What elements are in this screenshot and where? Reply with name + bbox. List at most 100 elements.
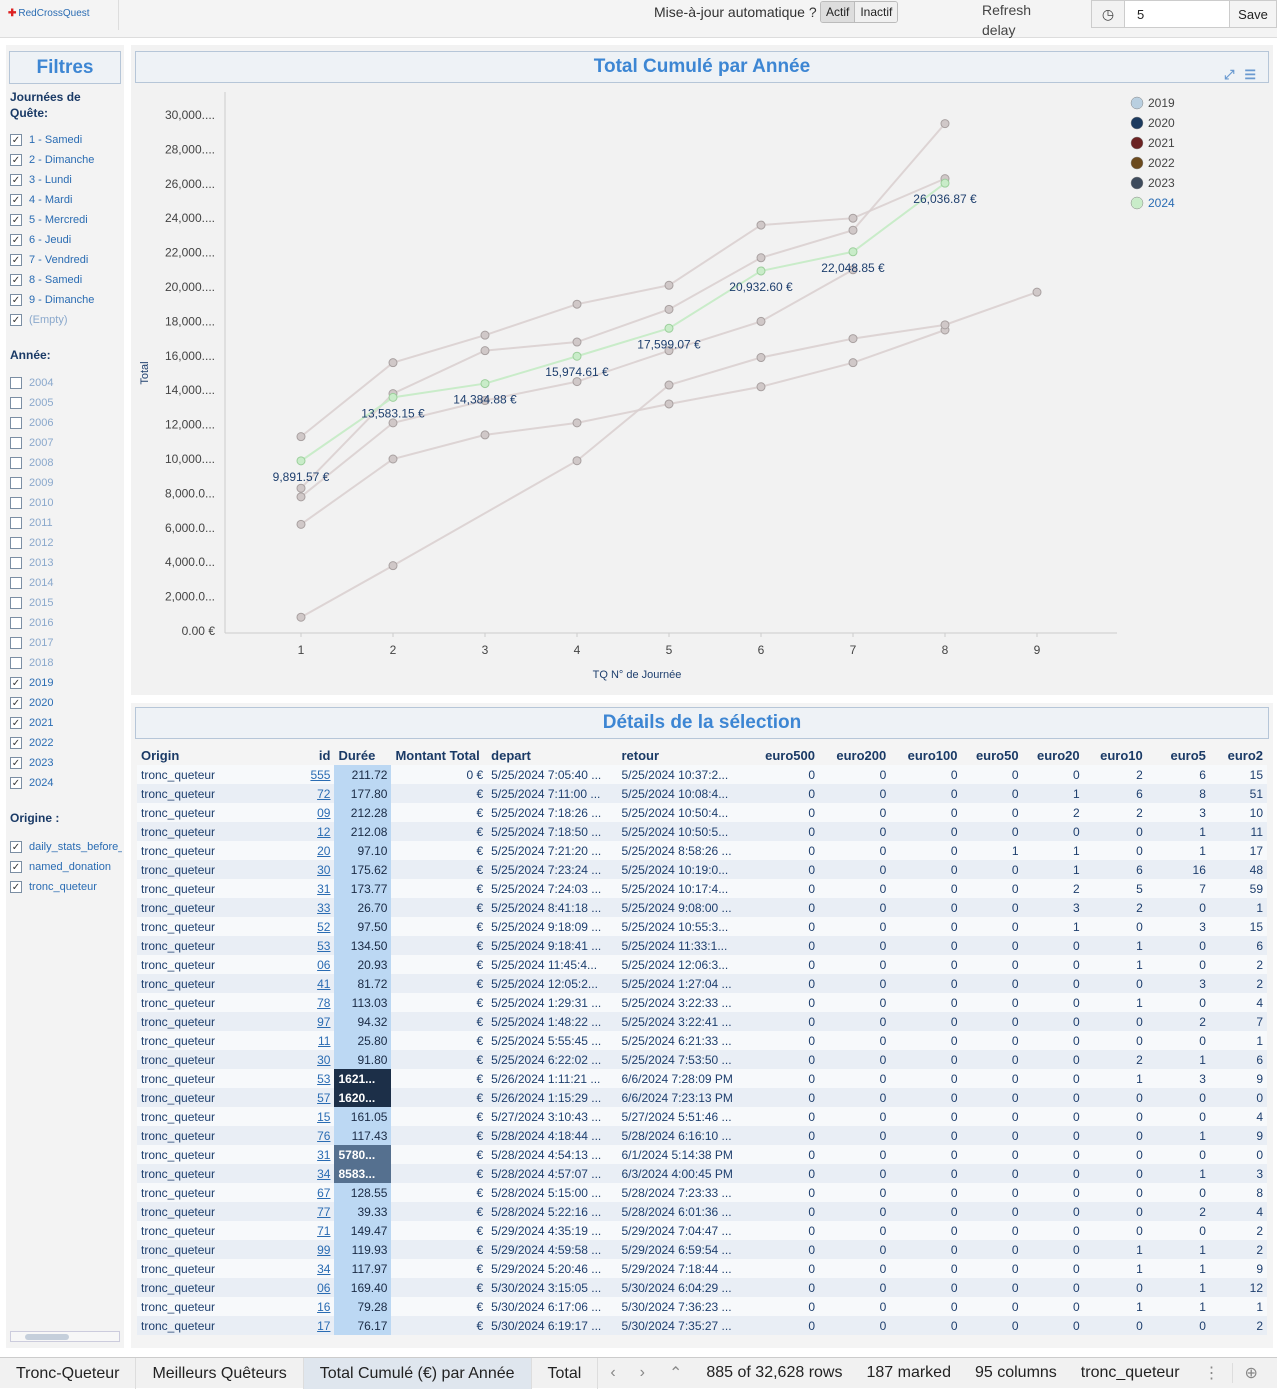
table-row[interactable]: tronc_queteur 16 79.28 €5/30/2024 6:17:06 .… <box>137 1297 1267 1316</box>
checkbox[interactable] <box>10 397 22 409</box>
table-row[interactable]: tronc_queteur 06 20.93 €5/25/2024 11:45:4..… <box>137 955 1267 974</box>
checkbox[interactable] <box>10 437 22 449</box>
table-row[interactable]: tronc_queteur 53 134.50 €5/25/2024 9:18:41 … <box>137 936 1267 955</box>
table-row[interactable]: tronc_queteur 20 97.10 €5/25/2024 7:21:20 .… <box>137 841 1267 860</box>
checkbox[interactable]: ✓ <box>10 294 22 306</box>
tab-2[interactable]: Total Cumulé (€) par Année <box>303 1357 532 1389</box>
table-row[interactable]: tronc_queteur 30 175.62 €5/25/2024 7:23:24 … <box>137 860 1267 879</box>
table-row[interactable]: tronc_queteur 57 1620... €5/26/2024 1:15:29… <box>137 1088 1267 1107</box>
annee-filter-4[interactable]: 2008 <box>10 457 122 469</box>
table-row[interactable]: tronc_queteur 33 26.70 €5/25/2024 8:41:18 .… <box>137 898 1267 917</box>
tab-0[interactable]: Tronc-Queteur <box>0 1357 137 1389</box>
cell-id[interactable]: 53 <box>269 936 335 955</box>
table-row[interactable]: tronc_queteur 67 128.55 €5/28/2024 5:15:00 … <box>137 1183 1267 1202</box>
journee-filter-2[interactable]: ✓ 3 - Lundi <box>10 174 122 186</box>
cell-id[interactable]: 17 <box>269 1316 335 1335</box>
annee-filter-1[interactable]: 2005 <box>10 397 122 409</box>
cell-id[interactable]: 52 <box>269 917 335 936</box>
annee-filter-8[interactable]: 2012 <box>10 537 122 549</box>
column-header-origin[interactable]: Origin <box>137 746 270 765</box>
table-row[interactable]: tronc_queteur 99 119.93 €5/29/2024 4:59:58 … <box>137 1240 1267 1259</box>
cell-id[interactable]: 99 <box>269 1240 335 1259</box>
journee-filter-0[interactable]: ✓ 1 - Samedi <box>10 134 122 146</box>
column-header-euro500[interactable]: euro500 <box>747 746 819 765</box>
annee-filter-11[interactable]: 2015 <box>10 597 122 609</box>
table-row[interactable]: tronc_queteur 17 76.17 €5/30/2024 6:19:17 .… <box>137 1316 1267 1335</box>
checkbox[interactable] <box>10 637 22 649</box>
checkbox[interactable] <box>10 417 22 429</box>
checkbox[interactable]: ✓ <box>10 717 22 729</box>
table-row[interactable]: tronc_queteur 34 8583... €5/28/2024 4:57:07… <box>137 1164 1267 1183</box>
checkbox[interactable]: ✓ <box>10 174 22 186</box>
cell-id[interactable]: 41 <box>269 974 335 993</box>
column-header-euro5[interactable]: euro5 <box>1146 746 1210 765</box>
cell-id[interactable]: 06 <box>269 955 335 974</box>
annee-filter-17[interactable]: ✓ 2021 <box>10 717 122 729</box>
table-row[interactable]: tronc_queteur 77 39.33 €5/28/2024 5:22:16 .… <box>137 1202 1267 1221</box>
column-header-id[interactable]: id <box>269 746 335 765</box>
table-row[interactable]: tronc_queteur 41 81.72 €5/25/2024 12:05:2..… <box>137 974 1267 993</box>
actif-button[interactable]: Actif <box>821 2 855 22</box>
checkbox[interactable]: ✓ <box>10 314 22 326</box>
column-header-retour[interactable]: retour <box>617 746 748 765</box>
journee-filter-6[interactable]: ✓ 7 - Vendredi <box>10 254 122 266</box>
journee-filter-7[interactable]: ✓ 8 - Samedi <box>10 274 122 286</box>
annee-filter-10[interactable]: 2014 <box>10 577 122 589</box>
collapse-up-icon[interactable]: ⌃ <box>668 1365 683 1382</box>
globe-icon[interactable]: ⊕ <box>1231 1363 1270 1383</box>
cell-id[interactable]: 30 <box>269 860 335 879</box>
checkbox[interactable]: ✓ <box>10 134 22 146</box>
origine-filter-0[interactable]: ✓ daily_stats_before_ <box>10 841 122 853</box>
cell-id[interactable]: 11 <box>269 1031 335 1050</box>
checkbox[interactable] <box>10 557 22 569</box>
checkbox[interactable]: ✓ <box>10 697 22 709</box>
checkbox[interactable] <box>10 577 22 589</box>
annee-filter-3[interactable]: 2007 <box>10 437 122 449</box>
column-header-depart[interactable]: depart <box>487 746 618 765</box>
checkbox[interactable] <box>10 477 22 489</box>
column-header-euro100[interactable]: euro100 <box>890 746 962 765</box>
cell-id[interactable]: 97 <box>269 1012 335 1031</box>
annee-filter-15[interactable]: ✓ 2019 <box>10 677 122 689</box>
table-row[interactable]: tronc_queteur 78 113.03 €5/25/2024 1:29:31 … <box>137 993 1267 1012</box>
table-row[interactable]: tronc_queteur 555 211.72 0 €5/25/2024 7:05:… <box>137 765 1267 784</box>
column-header-euro200[interactable]: euro200 <box>819 746 891 765</box>
table-row[interactable]: tronc_queteur 30 91.80 €5/25/2024 6:22:02 .… <box>137 1050 1267 1069</box>
cell-id[interactable]: 71 <box>269 1221 335 1240</box>
cell-id[interactable]: 06 <box>269 1278 335 1297</box>
cell-id[interactable]: 34 <box>269 1164 335 1183</box>
list-icon[interactable]: ☰ <box>1244 67 1256 82</box>
cell-id[interactable]: 76 <box>269 1126 335 1145</box>
annee-filter-7[interactable]: 2011 <box>10 517 122 529</box>
table-row[interactable]: tronc_queteur 09 212.28 €5/25/2024 7:18:26 … <box>137 803 1267 822</box>
table-row[interactable]: tronc_queteur 31 5780... €5/28/2024 4:54:13… <box>137 1145 1267 1164</box>
checkbox[interactable] <box>10 537 22 549</box>
journee-filter-9[interactable]: ✓ (Empty) <box>10 314 122 326</box>
checkbox[interactable] <box>10 457 22 469</box>
annee-filter-16[interactable]: ✓ 2020 <box>10 697 122 709</box>
column-header-euro2[interactable]: euro2 <box>1209 746 1267 765</box>
checkbox[interactable]: ✓ <box>10 194 22 206</box>
cell-id[interactable]: 31 <box>269 1145 335 1164</box>
tab-3[interactable]: Total <box>532 1357 599 1389</box>
checkbox[interactable] <box>10 497 22 509</box>
checkbox[interactable] <box>10 597 22 609</box>
table-row[interactable]: tronc_queteur 71 149.47 €5/29/2024 4:35:19 … <box>137 1221 1267 1240</box>
table-row[interactable]: tronc_queteur 06 169.40 €5/30/2024 3:15:05 … <box>137 1278 1267 1297</box>
cell-id[interactable]: 09 <box>269 803 335 822</box>
chevron-right-icon[interactable]: › <box>639 1364 645 1381</box>
cell-id[interactable]: 31 <box>269 879 335 898</box>
column-header-durée[interactable]: Durée <box>334 746 392 765</box>
annee-filter-2[interactable]: 2006 <box>10 417 122 429</box>
checkbox[interactable] <box>10 617 22 629</box>
table-row[interactable]: tronc_queteur 97 94.32 €5/25/2024 1:48:22 .… <box>137 1012 1267 1031</box>
refresh-delay-input[interactable]: 5 <box>1125 1 1230 27</box>
annee-filter-6[interactable]: 2010 <box>10 497 122 509</box>
checkbox[interactable]: ✓ <box>10 234 22 246</box>
origine-filter-1[interactable]: ✓ named_donation <box>10 861 122 873</box>
checkbox[interactable]: ✓ <box>10 881 22 893</box>
checkbox[interactable]: ✓ <box>10 274 22 286</box>
journee-filter-4[interactable]: ✓ 5 - Mercredi <box>10 214 122 226</box>
cell-id[interactable]: 33 <box>269 898 335 917</box>
annee-filter-19[interactable]: ✓ 2023 <box>10 757 122 769</box>
